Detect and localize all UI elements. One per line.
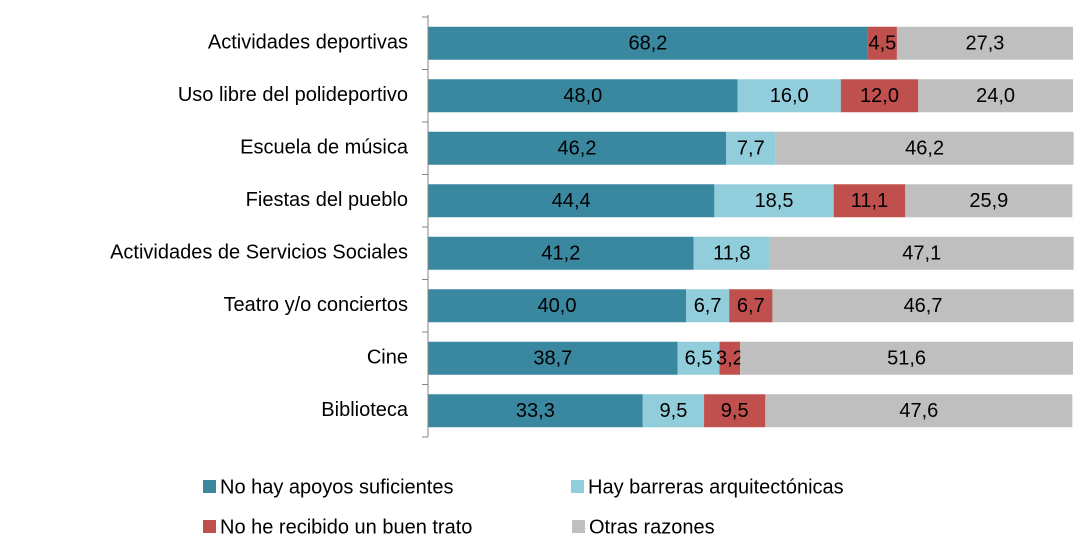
value-label: 6,5 [685,348,713,370]
value-label: 6,7 [737,295,765,317]
value-label: 46,2 [905,138,944,160]
bar-segment [704,394,766,428]
bar-segment [740,341,1073,375]
legend-label: Hay barreras arquitectónicas [588,476,844,498]
y-tick-label: Teatro y/o conciertos [223,294,408,316]
bar-segment [896,26,1073,60]
value-label: 3,2 [716,348,744,370]
legend-swatch [571,480,584,493]
bar-segment [428,131,726,165]
bar-segment [725,131,776,165]
y-tick-label: Actividades deportivas [208,32,408,54]
value-label: 9,5 [721,400,749,422]
bar-segment [686,289,730,323]
legend-swatch [572,520,585,533]
value-label: 9,5 [660,400,688,422]
legend-label: No he recibido un buen trato [220,516,472,538]
bar-segment [769,236,1074,270]
value-label: 46,2 [558,138,597,160]
legend-label: Otras razones [589,516,715,538]
bar-segment [428,236,694,270]
value-label: 38,7 [533,348,572,370]
legend-swatch [203,480,216,493]
bar-segment [428,394,643,428]
value-label: 41,2 [541,243,580,265]
bar-segment [428,341,678,375]
value-label: 25,9 [969,190,1008,212]
value-label: 6,7 [694,295,722,317]
bar-segment [867,26,897,60]
value-label: 68,2 [628,33,667,55]
bar-segment [775,131,1074,165]
value-label: 27,3 [965,33,1004,55]
y-tick-label: Escuela de música [240,137,409,159]
y-tick-label: Uso libre del polideportivo [178,84,408,106]
legend-swatch [203,520,216,533]
value-label: 18,5 [755,190,794,212]
bar-segment [719,341,741,375]
bar-segment [772,289,1074,323]
bar-segment [840,79,919,113]
bar-segment [428,289,686,323]
value-label: 11,8 [713,243,750,265]
value-label: 48,0 [563,85,602,107]
bar-segment [428,184,715,218]
bar-segment [833,184,906,218]
value-label: 47,1 [902,243,941,265]
value-label: 11,1 [851,190,888,212]
bar-segment [729,289,773,323]
value-label: 46,7 [904,295,943,317]
bar-segment [765,394,1073,428]
bar-segment [428,26,868,60]
y-tick-label: Cine [367,347,408,369]
y-tick-label: Biblioteca [321,399,409,421]
value-label: 24,0 [976,85,1015,107]
y-tick-label: Fiestas del pueblo [246,189,408,211]
y-tick-label: Actividades de Servicios Sociales [110,242,408,264]
value-label: 44,4 [552,190,591,212]
bar-segment [918,79,1073,113]
bar-segment [642,394,705,428]
value-label: 16,0 [770,85,809,107]
bar-segment [677,341,720,375]
bar-segment [905,184,1073,218]
value-label: 33,3 [516,400,555,422]
bar-segment [714,184,834,218]
bar-segment [428,79,738,113]
bar-segment [737,79,841,113]
value-label: 40,0 [538,295,577,317]
value-label: 7,7 [737,138,765,160]
value-label: 12,0 [860,85,899,107]
value-label: 47,6 [899,400,938,422]
bar-segment [693,236,770,270]
value-label: 51,6 [887,348,926,370]
value-label: 4,5 [868,33,896,55]
legend-label: No hay apoyos suficientes [220,476,453,498]
